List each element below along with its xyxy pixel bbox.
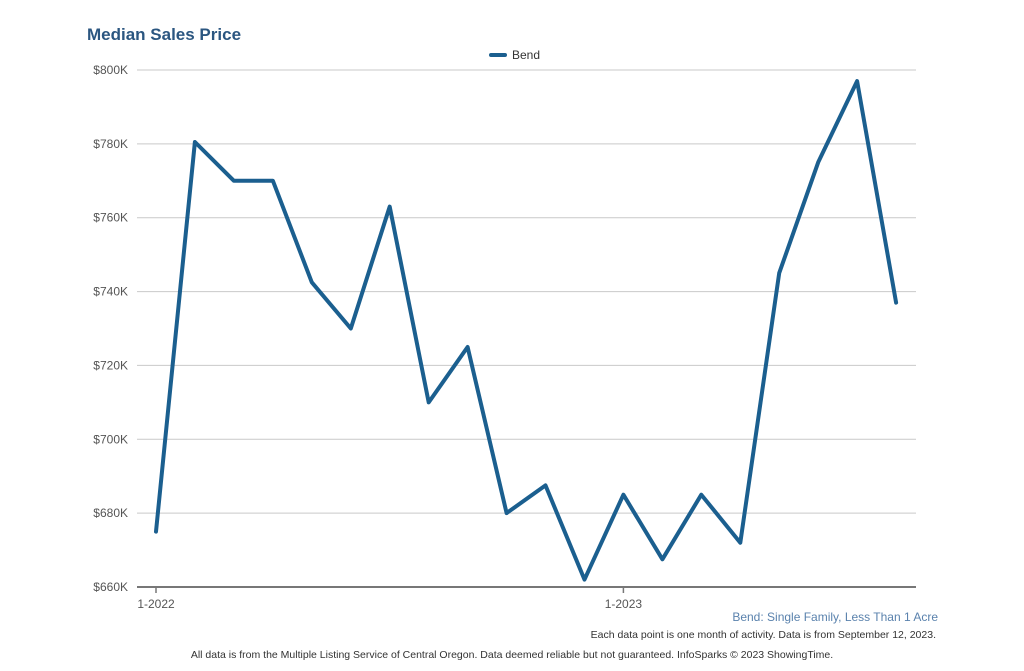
data-point [582, 578, 586, 582]
data-point [777, 271, 781, 275]
chart-subtitle: Bend: Single Family, Less Than 1 Acre [732, 610, 938, 624]
y-tick-label: $680K [93, 506, 128, 520]
y-tick-label: $740K [93, 285, 128, 299]
data-point [738, 541, 742, 545]
data-point [505, 511, 509, 515]
legend-swatch-bend [489, 53, 507, 57]
data-point [427, 400, 431, 404]
data-point [232, 179, 236, 183]
data-point [310, 280, 314, 284]
y-tick-label: $760K [93, 211, 128, 225]
data-point [154, 530, 158, 534]
chart-title: Median Sales Price [87, 25, 242, 44]
data-point [271, 179, 275, 183]
legend-label-bend: Bend [512, 48, 541, 62]
y-tick-label: $700K [93, 432, 128, 446]
data-point [349, 327, 353, 331]
y-tick-label: $800K [93, 63, 128, 77]
series-line-bend [154, 79, 899, 582]
data-note: Each data point is one month of activity… [590, 629, 936, 641]
data-point [466, 345, 470, 349]
data-point [544, 483, 548, 487]
data-point [699, 493, 703, 497]
x-tick-label: 1-2023 [605, 597, 643, 611]
data-point [388, 205, 392, 209]
data-point [855, 79, 859, 83]
data-point [660, 557, 664, 561]
data-point [816, 160, 820, 164]
legend[interactable]: Bend [489, 48, 540, 62]
data-point [621, 493, 625, 497]
y-tick-label: $660K [93, 580, 128, 594]
data-point [193, 140, 197, 144]
data-point [894, 301, 898, 305]
y-tick-label: $720K [93, 358, 128, 372]
y-tick-label: $780K [93, 137, 128, 151]
footer-disclaimer: All data is from the Multiple Listing Se… [190, 649, 834, 661]
x-tick-label: 1-2022 [137, 597, 175, 611]
